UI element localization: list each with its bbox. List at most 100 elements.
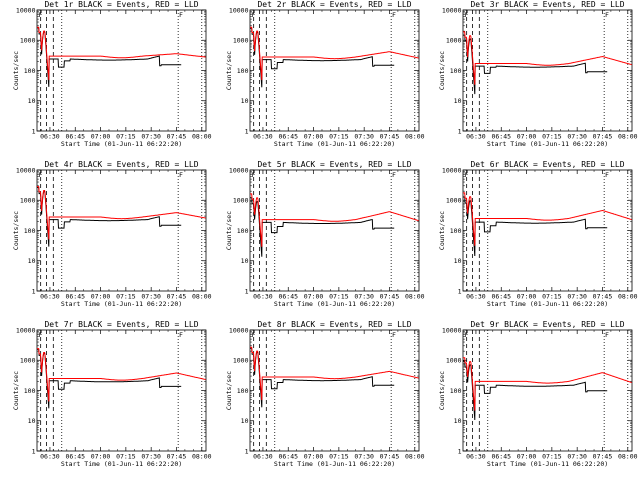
y-tick-label: 1 — [458, 447, 462, 455]
y-tick-label: 10000 — [442, 166, 462, 174]
y-tick-label: 10 — [241, 97, 249, 105]
y-tick-label: 10000 — [229, 166, 249, 174]
y-tick-label: 1 — [458, 287, 462, 295]
y-axis-label: Counts/sec — [12, 211, 20, 250]
flag-marker-left: F — [464, 11, 468, 19]
flag-marker-left: F — [464, 171, 468, 179]
x-tick-label: 07:45 — [593, 453, 613, 461]
x-tick-label: 07:15 — [116, 453, 136, 461]
x-tick-label: 06:45 — [65, 453, 85, 461]
x-tick-label: 08:00 — [405, 133, 425, 141]
panel-title: Det 6r BLACK = Events, RED = LLD — [470, 160, 624, 169]
x-axis-label: Start Time (01-Jun-11 06:22:20) — [61, 460, 182, 468]
y-axis-label: Counts/sec — [225, 211, 233, 250]
x-tick-label: 08:00 — [618, 293, 638, 301]
x-tick-label: 06:30 — [40, 133, 60, 141]
x-tick-label: 06:45 — [278, 293, 298, 301]
y-axis-label: Counts/sec — [438, 371, 446, 410]
panel-det-1: Det 1r BLACK = Events, RED = LLD 1 10 100 10… — [12, 0, 212, 148]
y-tick-label: 100 — [237, 67, 249, 75]
x-tick-label: 06:45 — [491, 293, 511, 301]
y-tick-label: 10000 — [229, 326, 249, 334]
y-tick-label: 10000 — [442, 6, 462, 14]
x-axis-label: Start Time (01-Jun-11 06:22:20) — [487, 460, 608, 468]
x-tick-label: 06:30 — [40, 453, 60, 461]
x-axis-label: Start Time (01-Jun-11 06:22:20) — [61, 140, 182, 148]
x-axis-label: Start Time (01-Jun-11 06:22:20) — [487, 300, 608, 308]
y-tick-label: 10 — [28, 97, 36, 105]
x-axis-label: Start Time (01-Jun-11 06:22:20) — [274, 460, 395, 468]
x-tick-label: 07:45 — [167, 133, 187, 141]
y-axis-label: Counts/sec — [225, 51, 233, 90]
x-tick-label: 07:00 — [304, 453, 324, 461]
x-tick-label: 08:00 — [192, 293, 212, 301]
x-tick-label: 07:45 — [380, 453, 400, 461]
y-tick-label: 1000 — [446, 197, 462, 205]
y-axis-label: Counts/sec — [12, 371, 20, 410]
x-tick-label: 08:00 — [405, 293, 425, 301]
plot-frame — [36, 9, 207, 132]
x-tick-label: 07:15 — [329, 293, 349, 301]
x-tick-label: 07:15 — [329, 133, 349, 141]
x-tick-label: 07:00 — [91, 133, 111, 141]
lld-curve-red — [250, 346, 419, 401]
y-tick-label: 10 — [241, 417, 249, 425]
flag-marker-right: F — [179, 11, 183, 19]
flag-marker-left: F — [251, 11, 255, 19]
panel-det-2: Det 2r BLACK = Events, RED = LLD 1 10 100 10… — [225, 0, 425, 148]
y-tick-label: 10000 — [16, 6, 36, 14]
y-tick-label: 10 — [454, 97, 462, 105]
events-curve-black — [37, 187, 182, 247]
y-axis-label: Counts/sec — [438, 51, 446, 90]
x-tick-label: 07:30 — [567, 293, 587, 301]
y-tick-label: 100 — [24, 227, 36, 235]
y-tick-label: 10 — [454, 257, 462, 265]
plot-frame — [462, 169, 633, 292]
lld-curve-red — [463, 357, 632, 411]
x-tick-label: 07:30 — [567, 453, 587, 461]
x-tick-label: 07:00 — [304, 293, 324, 301]
flag-marker-right: F — [179, 171, 183, 179]
y-tick-label: 1000 — [446, 357, 462, 365]
y-tick-label: 1 — [32, 287, 36, 295]
y-tick-label: 1000 — [20, 357, 36, 365]
x-tick-label: 06:30 — [253, 293, 273, 301]
y-tick-label: 100 — [24, 387, 36, 395]
x-tick-label: 06:45 — [491, 453, 511, 461]
x-tick-label: 06:45 — [278, 133, 298, 141]
plot-frame — [249, 9, 420, 132]
flag-marker-right: F — [179, 331, 183, 339]
x-axis-label: Start Time (01-Jun-11 06:22:20) — [274, 140, 395, 148]
x-tick-label: 08:00 — [405, 453, 425, 461]
x-tick-label: 07:00 — [304, 133, 324, 141]
events-curve-black — [463, 34, 608, 95]
y-tick-label: 1000 — [233, 357, 249, 365]
y-tick-label: 1 — [245, 447, 249, 455]
y-tick-label: 100 — [450, 67, 462, 75]
x-axis-label: Start Time (01-Jun-11 06:22:20) — [61, 300, 182, 308]
y-tick-label: 1 — [245, 127, 249, 135]
x-tick-label: 06:45 — [491, 133, 511, 141]
y-tick-label: 100 — [237, 387, 249, 395]
x-tick-label: 07:45 — [593, 293, 613, 301]
x-tick-label: 08:00 — [618, 453, 638, 461]
x-tick-label: 06:45 — [65, 133, 85, 141]
x-tick-label: 07:15 — [116, 133, 136, 141]
y-tick-label: 10000 — [16, 166, 36, 174]
x-axis-label: Start Time (01-Jun-11 06:22:20) — [487, 140, 608, 148]
y-tick-label: 10 — [28, 257, 36, 265]
y-tick-label: 1 — [32, 447, 36, 455]
flag-marker-right: F — [392, 331, 396, 339]
panel-det-9: Det 9r BLACK = Events, RED = LLD 1 10 100 10… — [438, 320, 638, 468]
events-curve-black — [37, 27, 182, 87]
events-curve-black — [250, 27, 395, 88]
plot-frame — [36, 169, 207, 292]
y-tick-label: 100 — [450, 387, 462, 395]
x-tick-label: 06:30 — [253, 453, 273, 461]
x-tick-label: 07:00 — [517, 133, 537, 141]
panel-title: Det 7r BLACK = Events, RED = LLD — [44, 320, 198, 329]
x-tick-label: 07:30 — [141, 133, 161, 141]
x-tick-label: 08:00 — [618, 133, 638, 141]
x-tick-label: 06:30 — [40, 293, 60, 301]
y-tick-label: 1000 — [233, 37, 249, 45]
